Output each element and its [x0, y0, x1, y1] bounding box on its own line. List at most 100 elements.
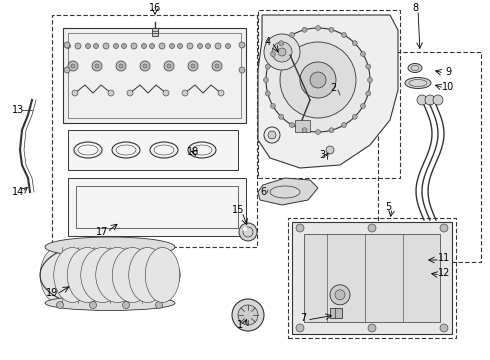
Circle shape: [163, 90, 169, 96]
Circle shape: [279, 41, 284, 46]
Circle shape: [440, 324, 448, 332]
Circle shape: [122, 302, 129, 309]
Circle shape: [164, 61, 174, 71]
Circle shape: [75, 43, 81, 49]
Text: 8: 8: [412, 3, 418, 13]
Circle shape: [131, 43, 137, 49]
Circle shape: [302, 128, 307, 133]
Bar: [407, 270, 449, 304]
Circle shape: [212, 61, 222, 71]
Circle shape: [155, 302, 163, 309]
Circle shape: [342, 122, 346, 127]
Circle shape: [266, 28, 370, 132]
Bar: [68, 33, 241, 118]
Circle shape: [114, 44, 119, 49]
Text: 10: 10: [442, 82, 454, 92]
Circle shape: [265, 91, 270, 96]
Text: 2: 2: [330, 83, 336, 93]
Circle shape: [95, 64, 99, 68]
Circle shape: [330, 285, 350, 305]
Circle shape: [352, 41, 357, 46]
Text: 6: 6: [260, 187, 266, 197]
Text: 13: 13: [12, 105, 24, 115]
Bar: [295, 120, 310, 132]
Circle shape: [366, 91, 371, 96]
Circle shape: [326, 146, 334, 154]
Circle shape: [361, 104, 366, 108]
Text: 3: 3: [319, 150, 325, 160]
Polygon shape: [258, 15, 398, 168]
Circle shape: [268, 131, 276, 139]
Circle shape: [108, 90, 114, 96]
Text: 18: 18: [187, 147, 199, 157]
Circle shape: [143, 64, 147, 68]
Ellipse shape: [45, 237, 175, 257]
Circle shape: [56, 302, 64, 309]
Circle shape: [225, 44, 230, 49]
Circle shape: [71, 64, 75, 68]
Circle shape: [239, 223, 257, 241]
Circle shape: [290, 122, 294, 127]
Circle shape: [300, 62, 336, 98]
Bar: [330, 308, 342, 318]
Circle shape: [188, 61, 198, 71]
Text: 15: 15: [232, 205, 244, 215]
Circle shape: [177, 44, 182, 49]
Ellipse shape: [409, 297, 447, 305]
Circle shape: [264, 77, 269, 82]
Ellipse shape: [81, 248, 124, 302]
Circle shape: [68, 61, 78, 71]
Circle shape: [239, 67, 245, 73]
Circle shape: [85, 44, 91, 49]
Ellipse shape: [45, 296, 175, 310]
Circle shape: [159, 43, 165, 49]
Circle shape: [440, 224, 448, 232]
Circle shape: [119, 64, 123, 68]
Circle shape: [140, 61, 150, 71]
Bar: [304, 234, 440, 322]
Circle shape: [232, 299, 264, 331]
Text: 16: 16: [149, 3, 161, 13]
Circle shape: [316, 26, 320, 31]
Circle shape: [122, 44, 126, 49]
Bar: [63, 28, 246, 123]
Circle shape: [431, 223, 441, 233]
Circle shape: [92, 61, 102, 71]
Bar: [378, 52, 481, 262]
Circle shape: [296, 224, 304, 232]
Circle shape: [167, 64, 171, 68]
Ellipse shape: [405, 77, 431, 89]
Text: 19: 19: [46, 288, 58, 298]
Circle shape: [197, 44, 202, 49]
Circle shape: [280, 42, 356, 118]
Circle shape: [316, 130, 320, 135]
Circle shape: [419, 223, 429, 233]
Text: 14: 14: [12, 187, 24, 197]
Bar: [258, 10, 400, 178]
Circle shape: [243, 226, 247, 231]
Circle shape: [238, 305, 258, 325]
Circle shape: [368, 77, 372, 82]
Circle shape: [310, 72, 326, 88]
Circle shape: [142, 44, 147, 49]
Bar: [68, 178, 246, 236]
Ellipse shape: [409, 269, 447, 277]
Circle shape: [361, 51, 366, 57]
Circle shape: [329, 27, 334, 32]
Bar: [292, 222, 452, 334]
Circle shape: [66, 44, 71, 49]
Circle shape: [149, 44, 154, 49]
Circle shape: [215, 64, 219, 68]
Bar: [76, 186, 238, 228]
Circle shape: [352, 114, 357, 119]
Circle shape: [265, 64, 270, 69]
Bar: [68, 130, 238, 170]
Circle shape: [264, 34, 300, 70]
Circle shape: [215, 43, 221, 49]
Circle shape: [433, 95, 443, 105]
Text: 9: 9: [445, 67, 451, 77]
Ellipse shape: [411, 256, 425, 264]
Circle shape: [90, 302, 97, 309]
Ellipse shape: [112, 248, 153, 302]
Circle shape: [425, 95, 435, 105]
